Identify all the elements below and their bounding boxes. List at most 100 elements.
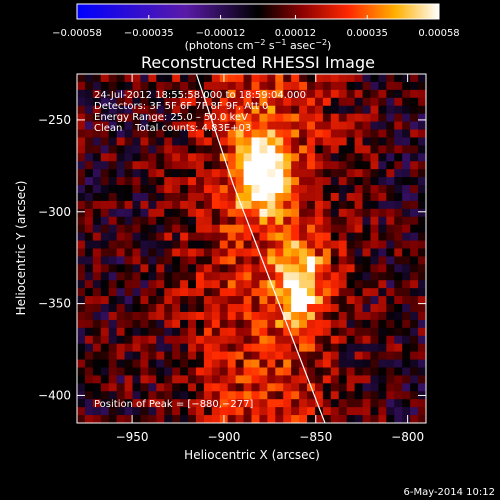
heatmap-cell (378, 311, 387, 321)
heatmap-cell (307, 304, 316, 313)
heatmap-cell (283, 335, 292, 345)
heatmap-cell (140, 153, 149, 162)
heatmap-cell (124, 343, 133, 353)
heatmap-cell (140, 208, 149, 218)
heatmap-cell (148, 74, 157, 83)
heatmap-cell (235, 407, 244, 416)
footer-timestamp: 6-May-2014 10:12 (403, 487, 495, 498)
heatmap-cell (362, 97, 371, 107)
heatmap-cell (378, 177, 387, 186)
heatmap-cell (314, 200, 324, 210)
heatmap-cell (346, 129, 356, 138)
heatmap-cell (251, 399, 260, 408)
heatmap-cell (378, 319, 387, 329)
heatmap-cell (100, 121, 110, 130)
heatmap-cell (108, 335, 118, 345)
unit-part: asec (286, 39, 315, 52)
heatmap-cell (195, 335, 205, 345)
heatmap-cell (92, 121, 102, 130)
heatmap-cell (259, 161, 268, 170)
heatmap-cell (338, 256, 348, 265)
heatmap-cell (188, 383, 197, 392)
heatmap-cell (291, 319, 300, 329)
heatmap-cell (283, 89, 292, 99)
heatmap-cell (235, 415, 244, 423)
heatmap-cell (275, 81, 284, 91)
heatmap-cell (219, 343, 229, 353)
heatmap-cell (330, 97, 340, 107)
heatmap-cell (211, 288, 221, 297)
heatmap-cell (418, 216, 426, 226)
heatmap-cell (203, 177, 213, 186)
heatmap-cell (140, 343, 149, 353)
heatmap-cell (378, 304, 387, 313)
heatmap-cell (370, 264, 379, 273)
peak-position-label: Position of Peak = [−880,−277] (94, 399, 253, 410)
heatmap-cell (402, 240, 411, 249)
heatmap-cell (370, 311, 379, 321)
heatmap-cell (370, 351, 379, 360)
heatmap-cell (188, 145, 197, 154)
heatmap-cell (195, 192, 205, 202)
heatmap-cell (84, 105, 94, 115)
heatmap-cell (378, 359, 387, 368)
heatmap-cell (354, 105, 363, 115)
heatmap-cell (227, 288, 237, 297)
heatmap-cell (386, 74, 395, 83)
heatmap-cell (164, 407, 173, 416)
heatmap-cell (195, 185, 205, 194)
heatmap-cell (402, 415, 411, 423)
heatmap-cell (243, 129, 252, 138)
heatmap-cell (100, 335, 110, 345)
heatmap-cell (346, 121, 356, 130)
heatmap-cell (322, 153, 332, 162)
heatmap-cell (108, 296, 118, 305)
heatmap-cell (156, 137, 165, 146)
heatmap-cell (156, 232, 165, 241)
heatmap-cell (314, 327, 324, 337)
heatmap-cell (100, 399, 110, 408)
heatmap-cell (322, 280, 332, 289)
heatmap-cell (132, 81, 141, 91)
heatmap-cell (259, 105, 268, 115)
heatmap-cell (386, 383, 395, 392)
heatmap-cell (386, 105, 395, 115)
heatmap-cell (180, 97, 189, 107)
heatmap-cell (235, 105, 244, 115)
heatmap-cell (100, 359, 110, 368)
heatmap-cell (148, 113, 157, 122)
annotation-energy-range: Energy Range: 25.0 – 50.0 keV (94, 112, 248, 123)
heatmap-cell (100, 161, 110, 170)
heatmap-cell (92, 288, 102, 297)
heatmap-cell (410, 304, 419, 313)
heatmap-cell (259, 89, 268, 99)
heatmap-cell (203, 89, 213, 99)
heatmap-cell (251, 200, 260, 210)
heatmap-cell (394, 81, 403, 91)
heatmap-cell (108, 375, 118, 384)
heatmap-cell (370, 129, 379, 138)
heatmap-cell (322, 81, 332, 91)
heatmap-cell (156, 327, 165, 337)
heatmap-cell (330, 399, 340, 408)
heatmap-cell (195, 153, 205, 162)
y-axis-label: Heliocentric Y (arcsec) (14, 181, 28, 316)
heatmap-cell (283, 105, 292, 115)
heatmap-cell (84, 232, 94, 241)
heatmap-cell (92, 137, 102, 146)
heatmap-cell (227, 97, 237, 107)
heatmap-cell (156, 74, 165, 83)
heatmap-cell (92, 113, 102, 122)
heatmap-cell (338, 216, 348, 226)
unit-part: ) (327, 39, 331, 52)
heatmap-cell (307, 319, 316, 329)
heatmap-cell (338, 145, 348, 154)
heatmap-cell (219, 161, 229, 170)
heatmap-cell (362, 232, 371, 241)
heatmap-cell (235, 177, 244, 186)
heatmap-cell (402, 248, 411, 257)
heatmap-cell (338, 192, 348, 202)
heatmap-cell (243, 240, 252, 249)
heatmap-cell (116, 319, 125, 329)
heatmap-cell (314, 415, 324, 423)
